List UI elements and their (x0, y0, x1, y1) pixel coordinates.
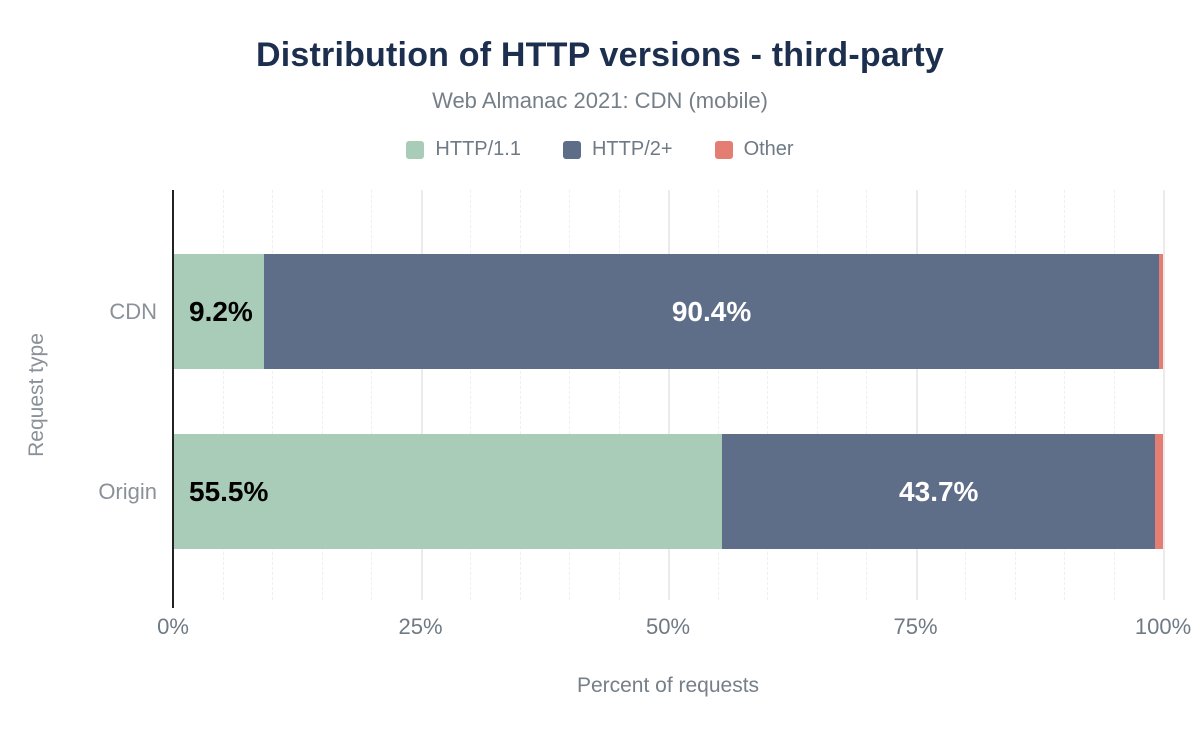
category-label-cdn: CDN (109, 298, 157, 324)
x-tick-label-25: 25% (398, 614, 443, 639)
chart-subtitle: Web Almanac 2021: CDN (mobile) (432, 88, 768, 113)
bar-segment-cdn-other[interactable] (1159, 254, 1163, 369)
bar-row-origin: 55.5% 43.7% (173, 434, 1163, 549)
grid-line-minor (1064, 190, 1065, 600)
legend-label: Other (743, 138, 794, 160)
bar-segment-cdn-http-1-1[interactable]: 9.2% (173, 254, 265, 369)
plot-wrap: CDN 9.2% 90.4% Origin 55.5% 43.7% 0% 25% 50% 75%… (98, 190, 1191, 697)
grid-line-minor (1014, 190, 1016, 600)
y-axis-title: Request type (25, 333, 48, 457)
bar-value-label: 9.2% (189, 295, 253, 327)
legend-item-http-2-[interactable]: HTTP/2+ (562, 138, 673, 161)
category-label-origin: Origin (98, 478, 157, 504)
x-tick-label-75: 75% (893, 614, 938, 639)
grid-line-minor (519, 190, 521, 600)
grid-line-minor (470, 190, 471, 600)
bar-value-label: 43.7% (899, 475, 979, 507)
grid-line-minor (965, 190, 966, 600)
legend-swatch (406, 140, 425, 159)
grid-line-minor (767, 190, 768, 600)
x-axis-ticks: 0% 25% 50% 75% 100% (157, 614, 1191, 640)
grid-line-minor (1113, 190, 1115, 600)
bar-segment-origin-other[interactable] (1155, 434, 1163, 549)
bar-row-cdn: 9.2% 90.4% (173, 254, 1163, 369)
x-tick-label-50: 50% (645, 614, 691, 639)
legend: HTTP/1.1 HTTP/2+ Other (0, 138, 1200, 161)
y-axis-line (172, 190, 174, 608)
legend-item-http-1-1[interactable]: HTTP/1.1 (406, 138, 521, 161)
grid-line-minor (569, 190, 570, 600)
bar-segment-origin-http-2-[interactable]: 43.7% (722, 434, 1156, 549)
grid-line-minor (866, 190, 867, 600)
legend-swatch (562, 140, 581, 159)
grid-line-major (668, 190, 670, 600)
chart-title: Distribution of HTTP versions - third-pa… (255, 36, 944, 74)
bar-segment-cdn-http-2-[interactable]: 90.4% (264, 254, 1160, 369)
grid-line-minor (371, 190, 372, 600)
plot-area: CDN 9.2% 90.4% Origin 55.5% 43.7% (98, 190, 1165, 608)
legend-item-other[interactable]: Other (714, 138, 794, 161)
grid-line-minor (272, 190, 273, 600)
grid-line-minor (618, 190, 620, 600)
x-tick-label-0: 0% (157, 614, 189, 639)
x-axis-title: Percent of requests (576, 674, 760, 697)
grid-line-major (1163, 190, 1165, 600)
legend-swatch (714, 140, 733, 159)
bar-value-label: 90.4% (671, 295, 752, 327)
legend-label: HTTP/2+ (591, 138, 673, 160)
grid-line-major (420, 190, 423, 600)
bar-segment-origin-http-1-1[interactable]: 55.5% (173, 434, 723, 549)
grid-line-minor (717, 190, 719, 600)
bar-value-label: 55.5% (189, 475, 269, 507)
grid-line-minor (222, 190, 224, 600)
grid-line-major (915, 190, 918, 600)
grid-line-minor (321, 190, 323, 600)
x-tick-label-100: 100% (1134, 614, 1192, 639)
legend-label: HTTP/1.1 (435, 138, 521, 160)
grid-line-minor (816, 190, 818, 600)
